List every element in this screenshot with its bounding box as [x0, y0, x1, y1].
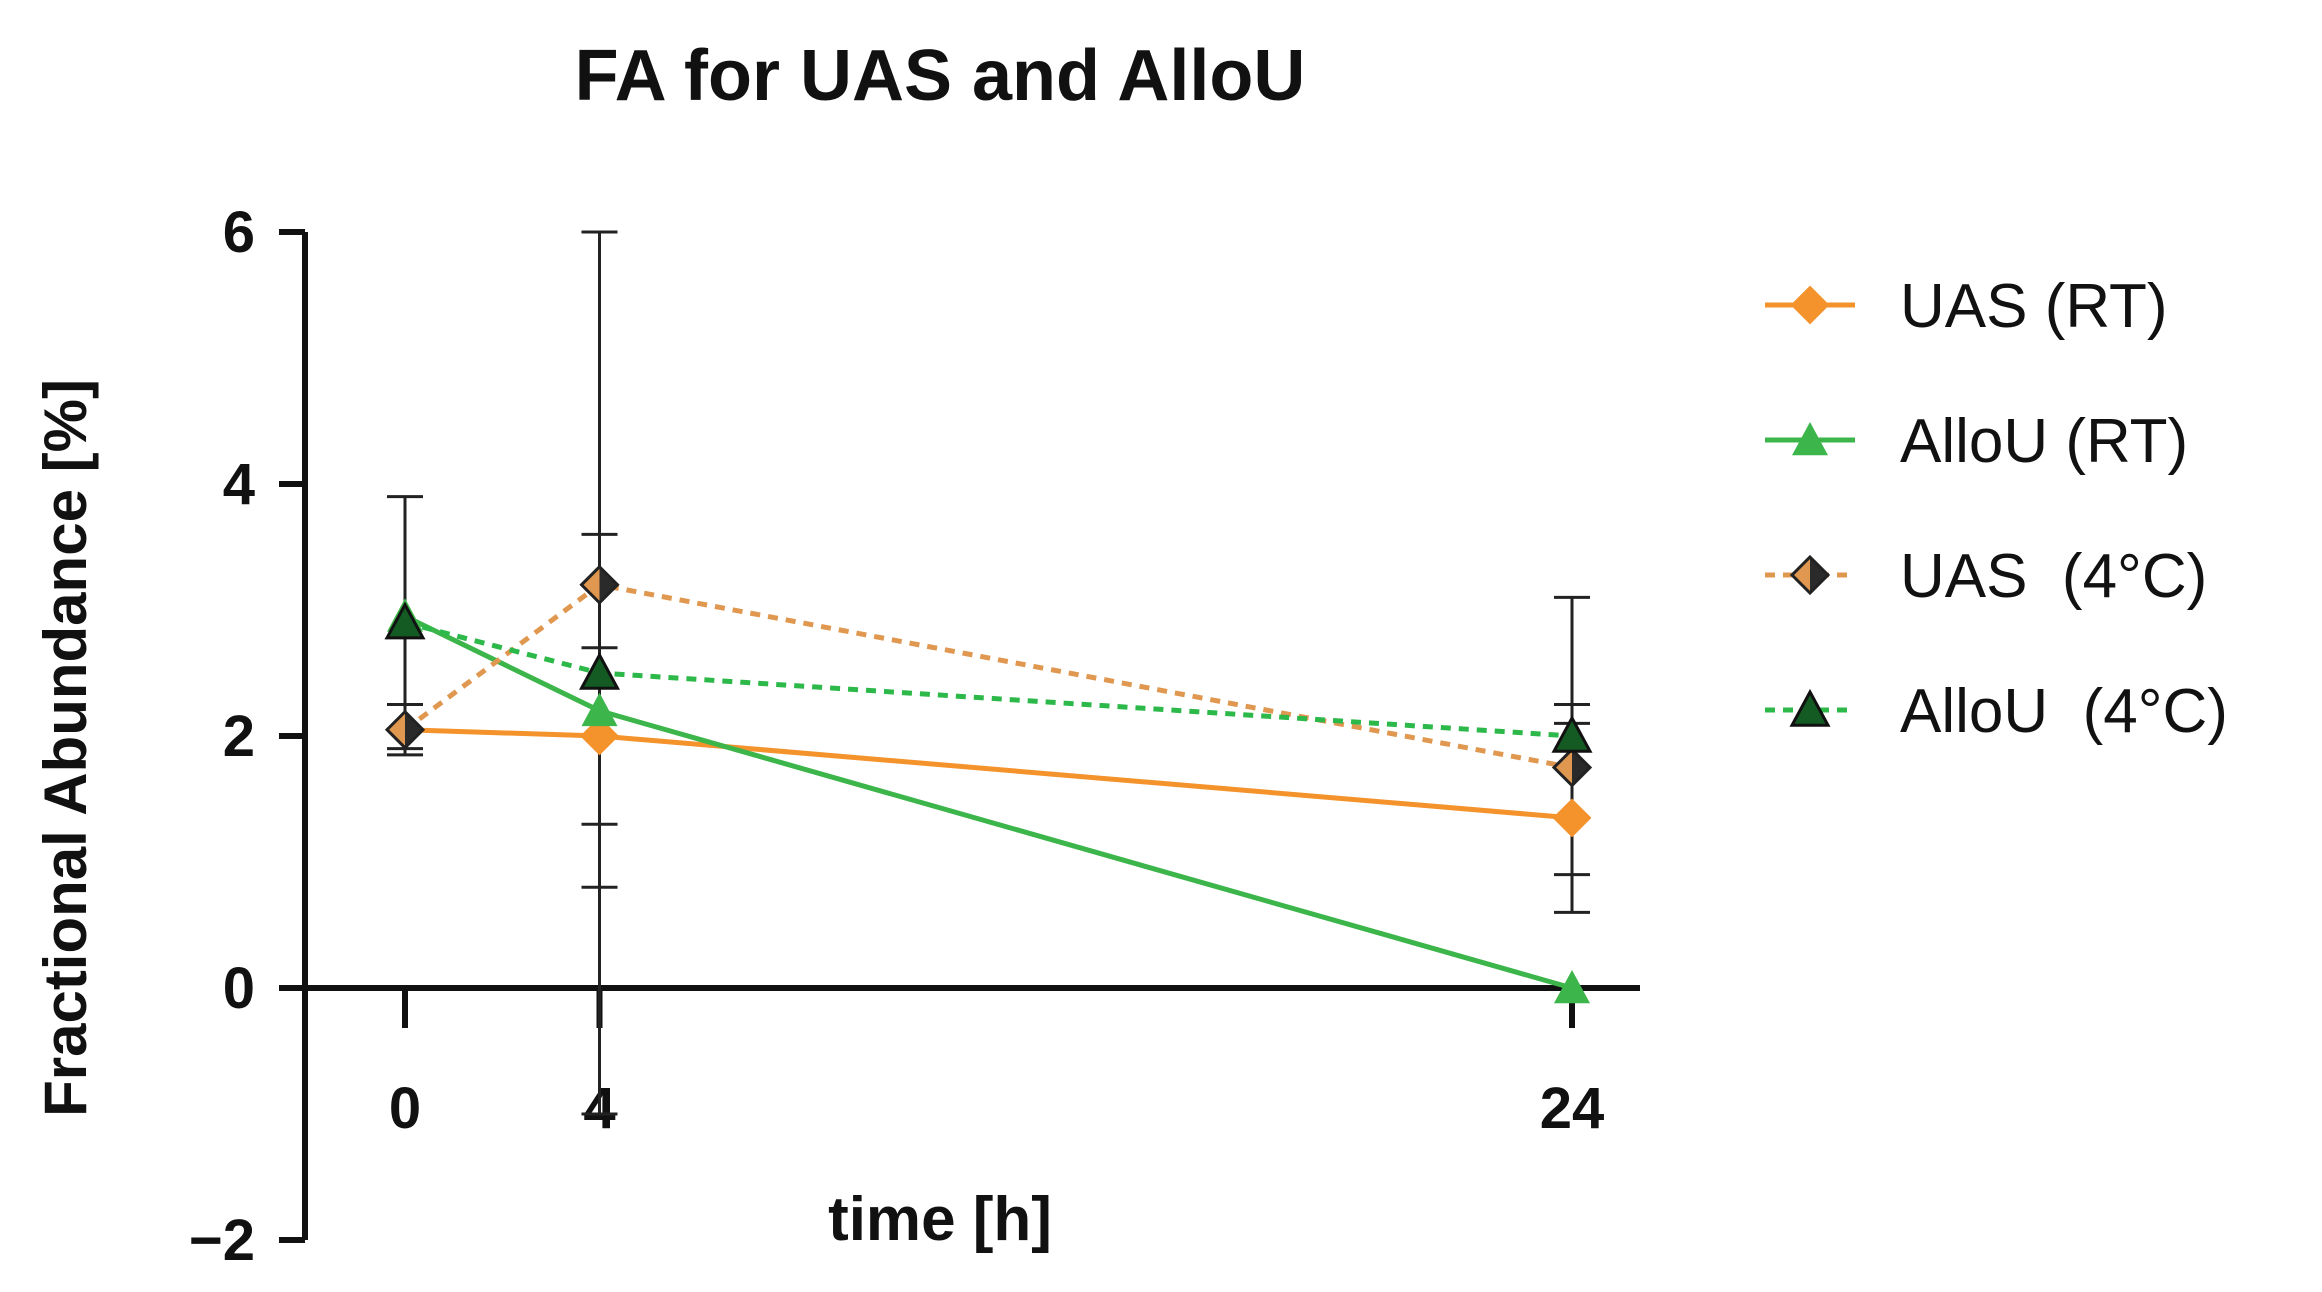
y-tick-label: 0: [223, 956, 255, 1021]
y-tick-label: −2: [189, 1208, 255, 1273]
data-point-outline: [1551, 747, 1593, 788]
legend-entry: UAS (4°C): [1765, 542, 2207, 611]
y-tick-label: 6: [223, 200, 255, 265]
legend-marker-right: [1810, 557, 1828, 593]
legend-entry: AlloU (RT): [1765, 407, 2188, 476]
x-tick-label: 0: [389, 1076, 421, 1141]
data-point: [1551, 714, 1593, 753]
data-point: [581, 692, 618, 727]
legend-label: AlloU (4°C): [1900, 677, 2228, 746]
series-line: [404, 727, 1573, 821]
data-point-outline: [579, 564, 620, 605]
x-tick-label: 24: [1540, 1076, 1605, 1141]
series-line: [403, 582, 1573, 770]
data-point-left: [387, 711, 405, 748]
series-line: [404, 620, 1573, 739]
data-point-left: [1554, 749, 1572, 786]
data-point-right: [1572, 749, 1590, 786]
legend: UAS (RT) AlloU (RT) UAS (4°C) AlloU (4°C): [1765, 272, 2228, 746]
data-point-outline: [384, 709, 426, 750]
legend-marker: [1792, 422, 1828, 456]
legend-marker-outline: [1789, 554, 1831, 596]
legend-label: AlloU (RT): [1900, 407, 2188, 476]
y-tick-label: 4: [223, 452, 255, 517]
data-point: [580, 716, 619, 756]
y-axis-label: Fractional Abundance [%]: [32, 379, 99, 1117]
data-point-left: [581, 566, 600, 603]
data-point: [384, 601, 426, 640]
data-point: [1552, 798, 1592, 838]
legend-marker: [1789, 688, 1831, 727]
legend-label: UAS (4°C): [1900, 542, 2207, 611]
data-point: [578, 651, 621, 690]
y-tick-label: 2: [223, 704, 255, 769]
legend-marker: [1790, 285, 1830, 325]
x-axis-label: time [h]: [828, 1185, 1052, 1254]
data-point-right: [405, 711, 423, 748]
legend-label: UAS (RT): [1900, 272, 2168, 341]
data-point-right: [599, 566, 618, 603]
chart-title: FA for UAS and AlloU: [575, 36, 1306, 116]
legend-entry: AlloU (4°C): [1765, 677, 2228, 746]
data-point: [1554, 970, 1590, 1004]
legend-entry: UAS (RT): [1765, 272, 2168, 341]
legend-marker-left: [1792, 557, 1810, 593]
